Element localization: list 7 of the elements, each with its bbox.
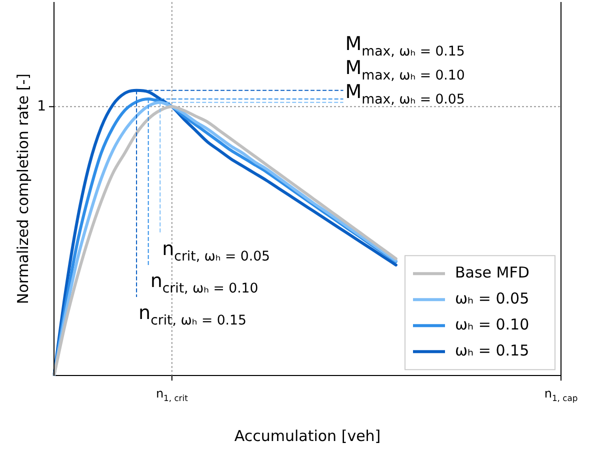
x-axis-title: Accumulation [veh] xyxy=(234,426,381,445)
ref-line-label: 1 xyxy=(37,98,46,114)
legend-label: ωₕ = 0.05 xyxy=(455,289,530,308)
legend-label: ωₕ = 0.15 xyxy=(455,341,530,360)
legend-label: ωₕ = 0.10 xyxy=(455,315,530,334)
legend-label: Base MFD xyxy=(455,263,530,282)
y-axis-title: Normalized completion rate [-] xyxy=(14,73,32,304)
